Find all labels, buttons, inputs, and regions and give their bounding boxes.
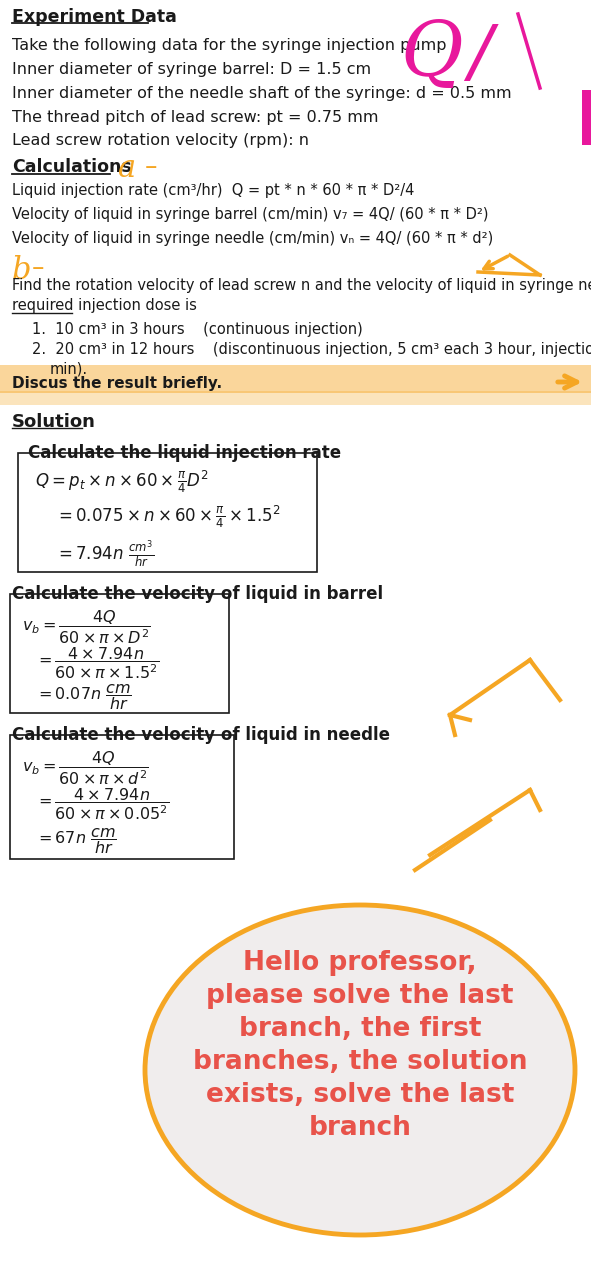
- Text: required injection dose is: required injection dose is: [12, 298, 197, 314]
- Text: Liquid injection rate (cm³/hr)  Q = pt * n * 60 * π * D²/4: Liquid injection rate (cm³/hr) Q = pt * …: [12, 183, 414, 198]
- Text: Take the following data for the syringe injection pump: Take the following data for the syringe …: [12, 38, 446, 52]
- Text: $v_b = \dfrac{4Q}{60 \times \pi \times D^2}$: $v_b = \dfrac{4Q}{60 \times \pi \times D…: [22, 608, 151, 645]
- Text: Inner diameter of the needle shaft of the syringe: d = 0.5 mm: Inner diameter of the needle shaft of th…: [12, 86, 512, 101]
- FancyBboxPatch shape: [0, 365, 591, 393]
- Text: Calculations: Calculations: [12, 157, 132, 175]
- FancyBboxPatch shape: [582, 90, 591, 145]
- Text: $= 0.07n\ \dfrac{cm}{hr}$: $= 0.07n\ \dfrac{cm}{hr}$: [35, 682, 132, 712]
- Text: Inner diameter of syringe barrel: D = 1.5 cm: Inner diameter of syringe barrel: D = 1.…: [12, 61, 371, 77]
- Text: Calculate the velocity of liquid in barrel: Calculate the velocity of liquid in barr…: [12, 585, 383, 603]
- Text: The thread pitch of lead screw: pt = 0.75 mm: The thread pitch of lead screw: pt = 0.7…: [12, 110, 378, 125]
- Text: $= 67n\ \dfrac{cm}{hr}$: $= 67n\ \dfrac{cm}{hr}$: [35, 826, 116, 856]
- Text: $Q = p_t \times n \times 60 \times \frac{\pi}{4} D^2$: $Q = p_t \times n \times 60 \times \frac…: [35, 468, 209, 495]
- Text: b: b: [12, 255, 31, 285]
- Text: –: –: [32, 256, 44, 280]
- Text: /: /: [468, 22, 491, 90]
- Text: $= \dfrac{4 \times 7.94n}{60 \times \pi \times 0.05^2}$: $= \dfrac{4 \times 7.94n}{60 \times \pi …: [35, 786, 169, 822]
- Text: $v_b = \dfrac{4Q}{60 \times \pi \times d^2}$: $v_b = \dfrac{4Q}{60 \times \pi \times d…: [22, 749, 149, 787]
- Text: $= 7.94n\ \frac{cm^3}{hr}$: $= 7.94n\ \frac{cm^3}{hr}$: [55, 538, 154, 570]
- Text: Q: Q: [400, 18, 463, 92]
- Ellipse shape: [145, 905, 575, 1235]
- Text: $= \dfrac{4 \times 7.94n}{60 \times \pi \times 1.5^2}$: $= \dfrac{4 \times 7.94n}{60 \times \pi …: [35, 645, 159, 681]
- FancyBboxPatch shape: [0, 390, 591, 404]
- Text: Discus the result briefly.: Discus the result briefly.: [12, 376, 222, 390]
- Text: Calculate the velocity of liquid in needle: Calculate the velocity of liquid in need…: [12, 726, 390, 744]
- Text: a: a: [118, 154, 136, 184]
- Text: 2.  20 cm³ in 12 hours    (discontinuous injection, 5 cm³ each 3 hour, injection: 2. 20 cm³ in 12 hours (discontinuous inj…: [32, 342, 591, 357]
- FancyBboxPatch shape: [10, 594, 229, 713]
- Text: Velocity of liquid in syringe barrel (cm/min) v₇ = 4Q/ (60 * π * D²): Velocity of liquid in syringe barrel (cm…: [12, 207, 489, 221]
- FancyBboxPatch shape: [18, 453, 317, 572]
- Text: $= 0.075 \times n \times 60 \times \frac{\pi}{4} \times 1.5^2$: $= 0.075 \times n \times 60 \times \frac…: [55, 503, 281, 530]
- Text: Lead screw rotation velocity (rpm): n: Lead screw rotation velocity (rpm): n: [12, 133, 309, 148]
- Text: Velocity of liquid in syringe needle (cm/min) vₙ = 4Q/ (60 * π * d²): Velocity of liquid in syringe needle (cm…: [12, 230, 493, 246]
- FancyBboxPatch shape: [10, 735, 234, 859]
- Text: min).: min).: [50, 362, 88, 378]
- Text: Calculate the liquid injection rate: Calculate the liquid injection rate: [28, 444, 341, 462]
- Text: Find the rotation velocity of lead screw n and the velocity of liquid in syringe: Find the rotation velocity of lead screw…: [12, 278, 591, 293]
- Text: Solution: Solution: [12, 413, 96, 431]
- Text: 1.  10 cm³ in 3 hours    (continuous injection): 1. 10 cm³ in 3 hours (continuous injecti…: [32, 323, 363, 337]
- Text: Hello professor,
please solve the last
branch, the first
branches, the solution
: Hello professor, please solve the last b…: [193, 950, 527, 1140]
- Text: Experiment Data: Experiment Data: [12, 8, 177, 26]
- Text: –: –: [145, 155, 157, 179]
